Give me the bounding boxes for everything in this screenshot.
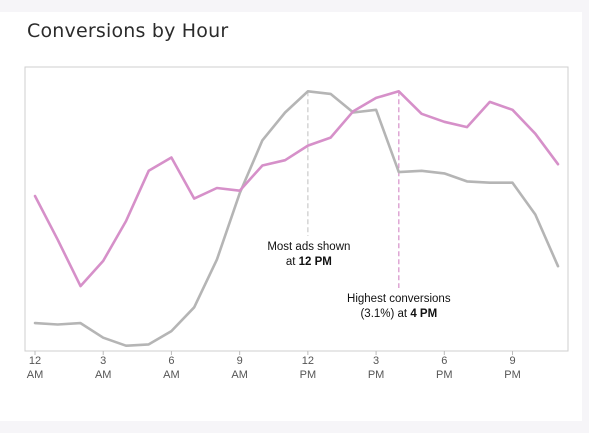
annotation-subtext-ads: at 12 PM xyxy=(286,256,332,268)
series-layer xyxy=(33,90,560,347)
chart-title: Conversions by Hour xyxy=(27,20,229,42)
chart-card xyxy=(0,12,582,421)
annotation-subtext-conversions: (3.1%) at 4 PM xyxy=(360,308,437,320)
annotation-lines xyxy=(307,91,400,288)
annotation-labels: Most ads shown at 12 PM Highest conversion… xyxy=(267,241,451,320)
annotation-text-ads: Most ads shown xyxy=(267,241,350,253)
annotation-text-conversions: Highest conversions xyxy=(347,293,451,305)
series-line-ads xyxy=(33,90,560,347)
x-tick-label: 12 PM xyxy=(300,355,317,381)
x-tick-label: 6 PM xyxy=(436,355,453,381)
plot-frame xyxy=(24,66,569,352)
x-tick-label: 9 AM xyxy=(231,355,248,381)
x-tick-label: 12 AM xyxy=(27,355,44,381)
x-tick-label: 6 AM xyxy=(163,355,180,381)
x-tick-label: 3 AM xyxy=(95,355,112,381)
x-axis: 12 AM 3 AM 6 AM 9 AM 12 PM 3 PM 6 PM 9 PM xyxy=(27,351,521,381)
series-line-conversions xyxy=(33,90,560,288)
x-tick-label: 3 PM xyxy=(368,355,385,381)
x-tick-label: 9 PM xyxy=(504,355,521,381)
